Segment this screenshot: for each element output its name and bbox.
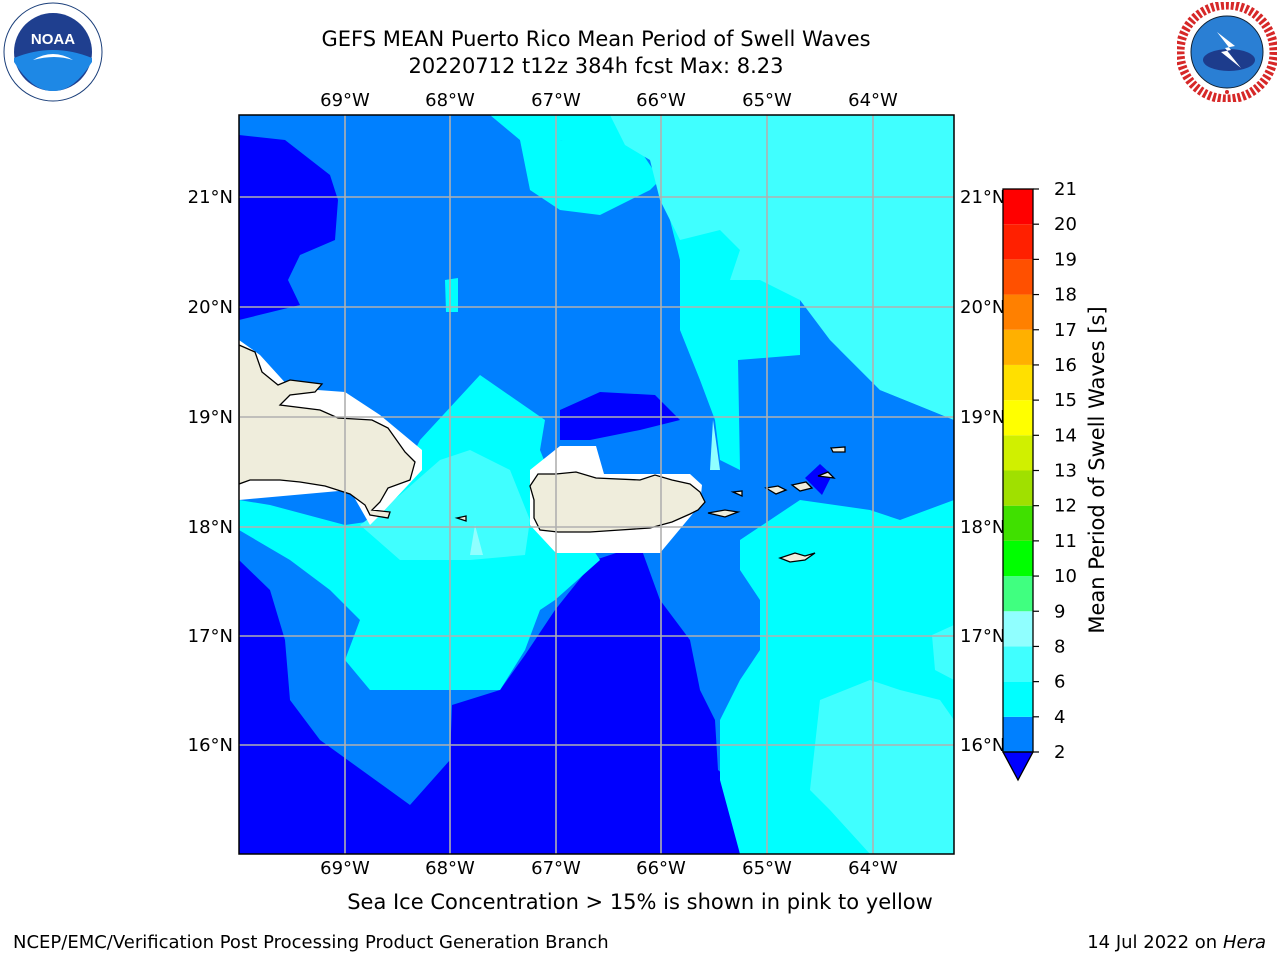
footer-machine: Hera <box>1222 932 1266 953</box>
sea-ice-caption: Sea Ice Concentration > 15% is shown in … <box>347 890 933 914</box>
lon-label-bottom: 69°W <box>320 858 370 879</box>
nws-logo <box>1175 0 1279 104</box>
swell-period-field <box>239 115 954 854</box>
lon-label-bottom: 66°W <box>636 858 686 879</box>
colorbar-swatch <box>1003 189 1033 225</box>
land-vi-2 <box>790 481 814 492</box>
colorbar-swatch <box>1003 470 1033 506</box>
lon-label-top: 64°W <box>848 90 898 111</box>
colorbar-swatch <box>1003 329 1033 365</box>
colorbar-extend-below <box>1001 751 1035 782</box>
colorbar-swatch <box>1003 364 1033 401</box>
lon-label-top: 69°W <box>320 90 370 111</box>
field-6-8-se <box>810 680 954 854</box>
colorbar-tick-label: 17 <box>1054 320 1077 341</box>
lon-label-top: 66°W <box>636 90 686 111</box>
field-lt2-vi <box>805 464 832 495</box>
colorbar-tick-label: 20 <box>1054 214 1077 235</box>
map-gridlines <box>239 115 954 854</box>
lon-label-bottom: 67°W <box>531 858 581 879</box>
colorbar-tick-label: 8 <box>1054 636 1065 657</box>
colorbar-label: Mean Period of Swell Waves [s] <box>1085 306 1109 634</box>
colorbar-tick-label: 21 <box>1054 179 1077 200</box>
field-8-9-speck2 <box>710 420 720 470</box>
lon-label-bottom: 65°W <box>742 858 792 879</box>
noaa-logo-text: NOAA <box>31 31 75 48</box>
colorbar-tick-label: 14 <box>1054 425 1077 446</box>
lat-label-right: 21°N <box>960 187 1005 208</box>
chart-subtitle: 20220712 t12z 384h fcst Max: 8.23 <box>408 54 784 78</box>
lat-label-left: 20°N <box>188 297 233 318</box>
colorbar-tick-label: 15 <box>1054 390 1077 411</box>
lat-label-left: 18°N <box>188 517 233 538</box>
footer-date-text: 14 Jul 2022 on <box>1087 932 1223 953</box>
lat-label-left: 16°N <box>188 735 233 756</box>
lon-label-top: 68°W <box>425 90 475 111</box>
land-vi-1 <box>764 485 788 495</box>
lat-label-right: 16°N <box>960 735 1005 756</box>
field-6-8-ne <box>610 115 954 420</box>
colorbar-tick-label: 10 <box>1054 566 1077 587</box>
noaa-logo: NOAA <box>3 2 103 102</box>
land-vi-4 <box>829 446 846 453</box>
field-6-8-mid <box>360 450 530 560</box>
field-8-9-speck1 <box>470 525 483 555</box>
colorbar-tick-label: 19 <box>1054 249 1077 270</box>
lat-label-right: 19°N <box>960 407 1005 428</box>
colorbar-tick-label: 11 <box>1054 531 1077 552</box>
lat-label-left: 19°N <box>188 407 233 428</box>
land-hispaniola <box>239 344 416 519</box>
lon-label-bottom: 64°W <box>848 858 898 879</box>
colorbar-tick-label: 9 <box>1054 601 1065 622</box>
land-st-croix <box>778 552 816 563</box>
colorbar-swatch <box>1003 435 1033 471</box>
colorbar-tick-label: 16 <box>1054 355 1077 376</box>
colorbar-swatch <box>1003 576 1033 612</box>
lat-label-right: 18°N <box>960 517 1005 538</box>
colorbar-swatch <box>1003 224 1033 260</box>
colorbar-tick-label: 12 <box>1054 496 1077 517</box>
footer-branch: NCEP/EMC/Verification Post Processing Pr… <box>13 932 609 953</box>
colorbar-swatch <box>1003 294 1033 330</box>
colorbar: 2 4 6 8 9 10 11 12 13 14 15 16 17 18 19 20 21 <box>1001 179 1077 782</box>
lon-label-bottom: 68°W <box>425 858 475 879</box>
field-4-6-east-strip <box>660 180 800 470</box>
chart-title: GEFS MEAN Puerto Rico Mean Period of Swe… <box>321 27 871 51</box>
land-culebra <box>730 490 743 498</box>
colorbar-swatch <box>1003 681 1033 717</box>
colorbar-tick-label: 4 <box>1054 707 1065 728</box>
colorbar-swatch <box>1003 611 1033 647</box>
lat-label-left: 17°N <box>188 626 233 647</box>
land-vi-3 <box>817 471 836 479</box>
colorbar-tick-label: 6 <box>1054 672 1065 693</box>
lat-label-right: 20°N <box>960 297 1005 318</box>
lon-label-top: 67°W <box>531 90 581 111</box>
field-lt2-center <box>560 392 680 440</box>
field-4-6-island-ne <box>445 278 458 312</box>
lat-label-right: 17°N <box>960 626 1005 647</box>
colorbar-swatch <box>1003 646 1033 682</box>
lat-label-left: 21°N <box>188 187 233 208</box>
field-6-8-east-bar <box>932 625 954 680</box>
map-axis-labels: 69°W 69°W 68°W 68°W 67°W 67°W 66°W 66°W 65°W 65°W… <box>188 90 1006 879</box>
land-vieques <box>707 509 741 518</box>
colorbar-swatch <box>1003 540 1033 577</box>
field-lt2-nw <box>239 135 338 320</box>
colorbar-swatch <box>1003 400 1033 436</box>
field-lt2-south <box>239 545 740 854</box>
map-frame <box>238 114 955 855</box>
footer-date: 14 Jul 2022 on Hera <box>1087 932 1266 953</box>
lon-label-top: 65°W <box>742 90 792 111</box>
colorbar-swatch <box>1003 505 1033 541</box>
colorbar-tick-label: 18 <box>1054 285 1077 306</box>
colorbar-swatch <box>1003 259 1033 295</box>
colorbar-tick-label: 13 <box>1054 461 1077 482</box>
colorbar-swatch <box>1003 716 1033 752</box>
colorbar-tick-label: 2 <box>1054 742 1065 763</box>
land-mona <box>454 515 467 522</box>
